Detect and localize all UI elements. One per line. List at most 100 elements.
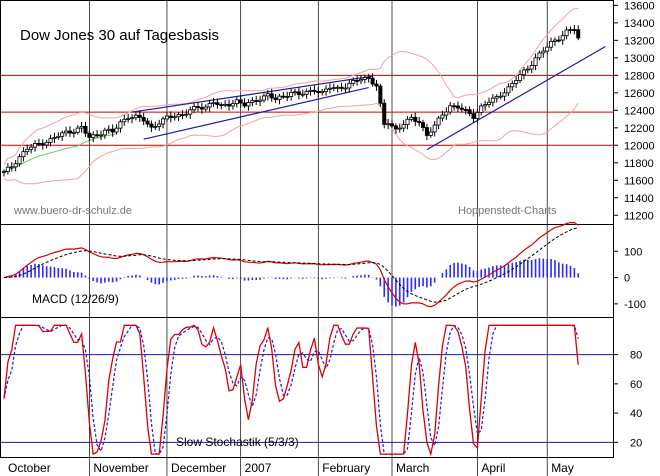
- candle-body: [452, 105, 457, 108]
- candle-body: [269, 93, 274, 99]
- month-label: October: [8, 461, 51, 475]
- candle-body: [355, 79, 360, 82]
- candle-body: [21, 151, 26, 158]
- price-tick-label: 13200: [624, 35, 655, 47]
- candle-body: [110, 128, 115, 133]
- candle-body: [285, 96, 290, 98]
- candle-body: [455, 105, 460, 109]
- chart-title: Dow Jones 30 auf Tagesbasis: [20, 27, 219, 44]
- candle-body: [9, 166, 14, 169]
- candle-body: [389, 123, 394, 127]
- candle-body: [331, 87, 336, 90]
- candle-body: [250, 100, 255, 103]
- candle-body: [83, 125, 88, 134]
- candle-body: [246, 102, 251, 107]
- candle-body: [95, 134, 100, 137]
- candle-body: [223, 103, 228, 106]
- candle-body: [234, 99, 239, 105]
- stochastic-tick-label: 60: [630, 379, 642, 391]
- macd-tick-label: 0: [624, 273, 630, 285]
- candle-body: [52, 137, 57, 140]
- candle-body: [386, 123, 391, 126]
- price-tick-label: 11600: [624, 175, 654, 187]
- candle-body: [133, 114, 138, 119]
- macd-signal-line: [3, 227, 579, 303]
- macd-tick-label: 100: [624, 246, 642, 258]
- candle-body: [265, 93, 270, 97]
- candle-body: [382, 102, 387, 125]
- candle-body: [114, 127, 119, 133]
- price-tick-label: 12800: [624, 70, 655, 82]
- candle-body: [347, 82, 352, 89]
- candle-body: [459, 107, 464, 110]
- candle-body: [122, 118, 127, 123]
- candle-body: [518, 74, 523, 81]
- stochastic-tick-label: 40: [630, 408, 642, 420]
- candle-body: [227, 103, 232, 107]
- candle-body: [300, 93, 305, 96]
- candle-body: [242, 102, 247, 107]
- macd-axis: -100 0 100: [613, 246, 646, 311]
- candle-body: [471, 113, 476, 119]
- candle-body: [444, 111, 449, 116]
- price-tick-label: 13000: [624, 53, 655, 65]
- stochastic-panel: [0, 317, 614, 458]
- candle-body: [36, 143, 41, 145]
- candle-body: [440, 114, 445, 119]
- stochastic-k-line: [3, 324, 579, 457]
- candle-body: [568, 29, 573, 31]
- candle-body: [335, 86, 340, 89]
- candle-body: [141, 117, 146, 122]
- candle-body: [44, 141, 49, 146]
- candle-body: [261, 95, 266, 101]
- candle-body: [29, 146, 34, 150]
- candle-body: [483, 104, 488, 107]
- candle-body: [316, 91, 321, 93]
- candle-body: [126, 118, 131, 120]
- candle-body: [362, 77, 367, 80]
- trendline: [143, 86, 369, 140]
- candle-body: [552, 39, 557, 42]
- candle-body: [219, 104, 224, 107]
- candle-body: [281, 95, 286, 98]
- lower-band: [3, 102, 579, 185]
- candle-body: [64, 130, 69, 134]
- candle-body: [258, 99, 263, 102]
- candle-body: [393, 125, 398, 130]
- price-bars: [2, 24, 581, 177]
- candle-body: [118, 121, 123, 129]
- candle-body: [463, 109, 468, 111]
- candle-body: [506, 86, 511, 94]
- candle-body: [545, 46, 550, 52]
- candle-body: [405, 118, 410, 125]
- candle-body: [164, 115, 169, 120]
- candle-body: [199, 107, 204, 110]
- candle-body: [549, 41, 554, 48]
- candle-body: [172, 116, 177, 119]
- candle-body: [91, 134, 96, 138]
- candle-body: [161, 118, 166, 125]
- candle-body: [207, 103, 212, 108]
- upper-band: [3, 8, 579, 165]
- candle-body: [137, 114, 142, 118]
- candle-body: [467, 109, 472, 115]
- candle-body: [273, 97, 278, 100]
- candle-body: [106, 128, 111, 131]
- macd-line: [3, 222, 579, 308]
- candle-body: [153, 126, 158, 128]
- price-levels: [1, 74, 613, 146]
- candle-body: [327, 87, 332, 90]
- candle-body: [374, 83, 379, 87]
- candle-body: [409, 116, 414, 120]
- candle-body: [514, 80, 519, 84]
- trendline: [426, 45, 606, 151]
- stochastic-tick-label: 20: [630, 437, 642, 449]
- candle-body: [533, 57, 538, 66]
- candle-body: [498, 95, 503, 98]
- candle-body: [188, 109, 193, 115]
- stochastic-series: [1, 324, 613, 457]
- price-tick-label: 11800: [624, 158, 654, 170]
- candle-body: [203, 106, 208, 110]
- month-axis: October November December 2007 February March…: [8, 461, 574, 475]
